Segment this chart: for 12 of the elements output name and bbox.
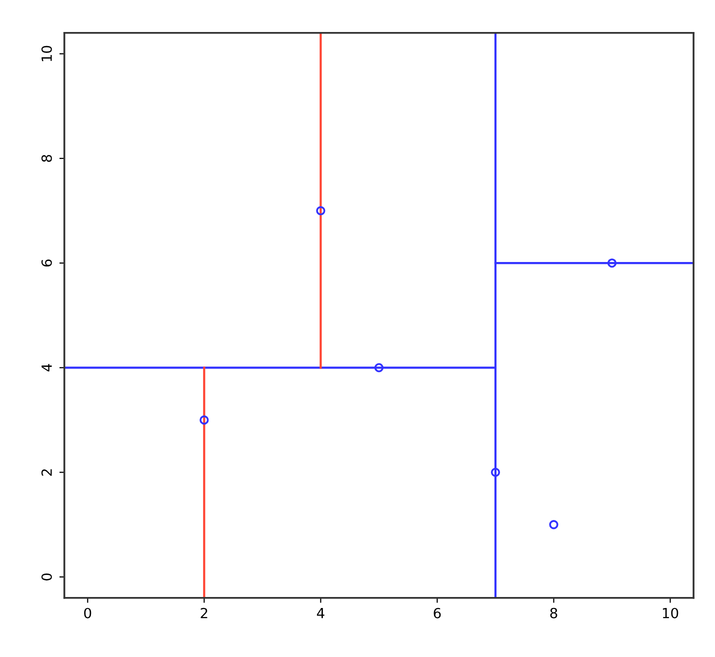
x-tick-label: 8 [550, 608, 558, 618]
y-tick-label: 6 [41, 260, 52, 266]
y-tick-label: 10 [41, 46, 52, 62]
y-tick-label: 4 [42, 364, 52, 372]
x-tick-label: 4 [316, 608, 324, 618]
y-tick-label: 2 [41, 469, 52, 476]
x-tick-label: 10 [662, 608, 678, 618]
x-tick-label: 0 [84, 608, 92, 618]
y-tick-label: 0 [41, 573, 52, 580]
y-tick-label: 8 [41, 154, 52, 162]
x-tick-label: 6 [434, 608, 441, 618]
x-tick-label: 2 [200, 608, 208, 618]
